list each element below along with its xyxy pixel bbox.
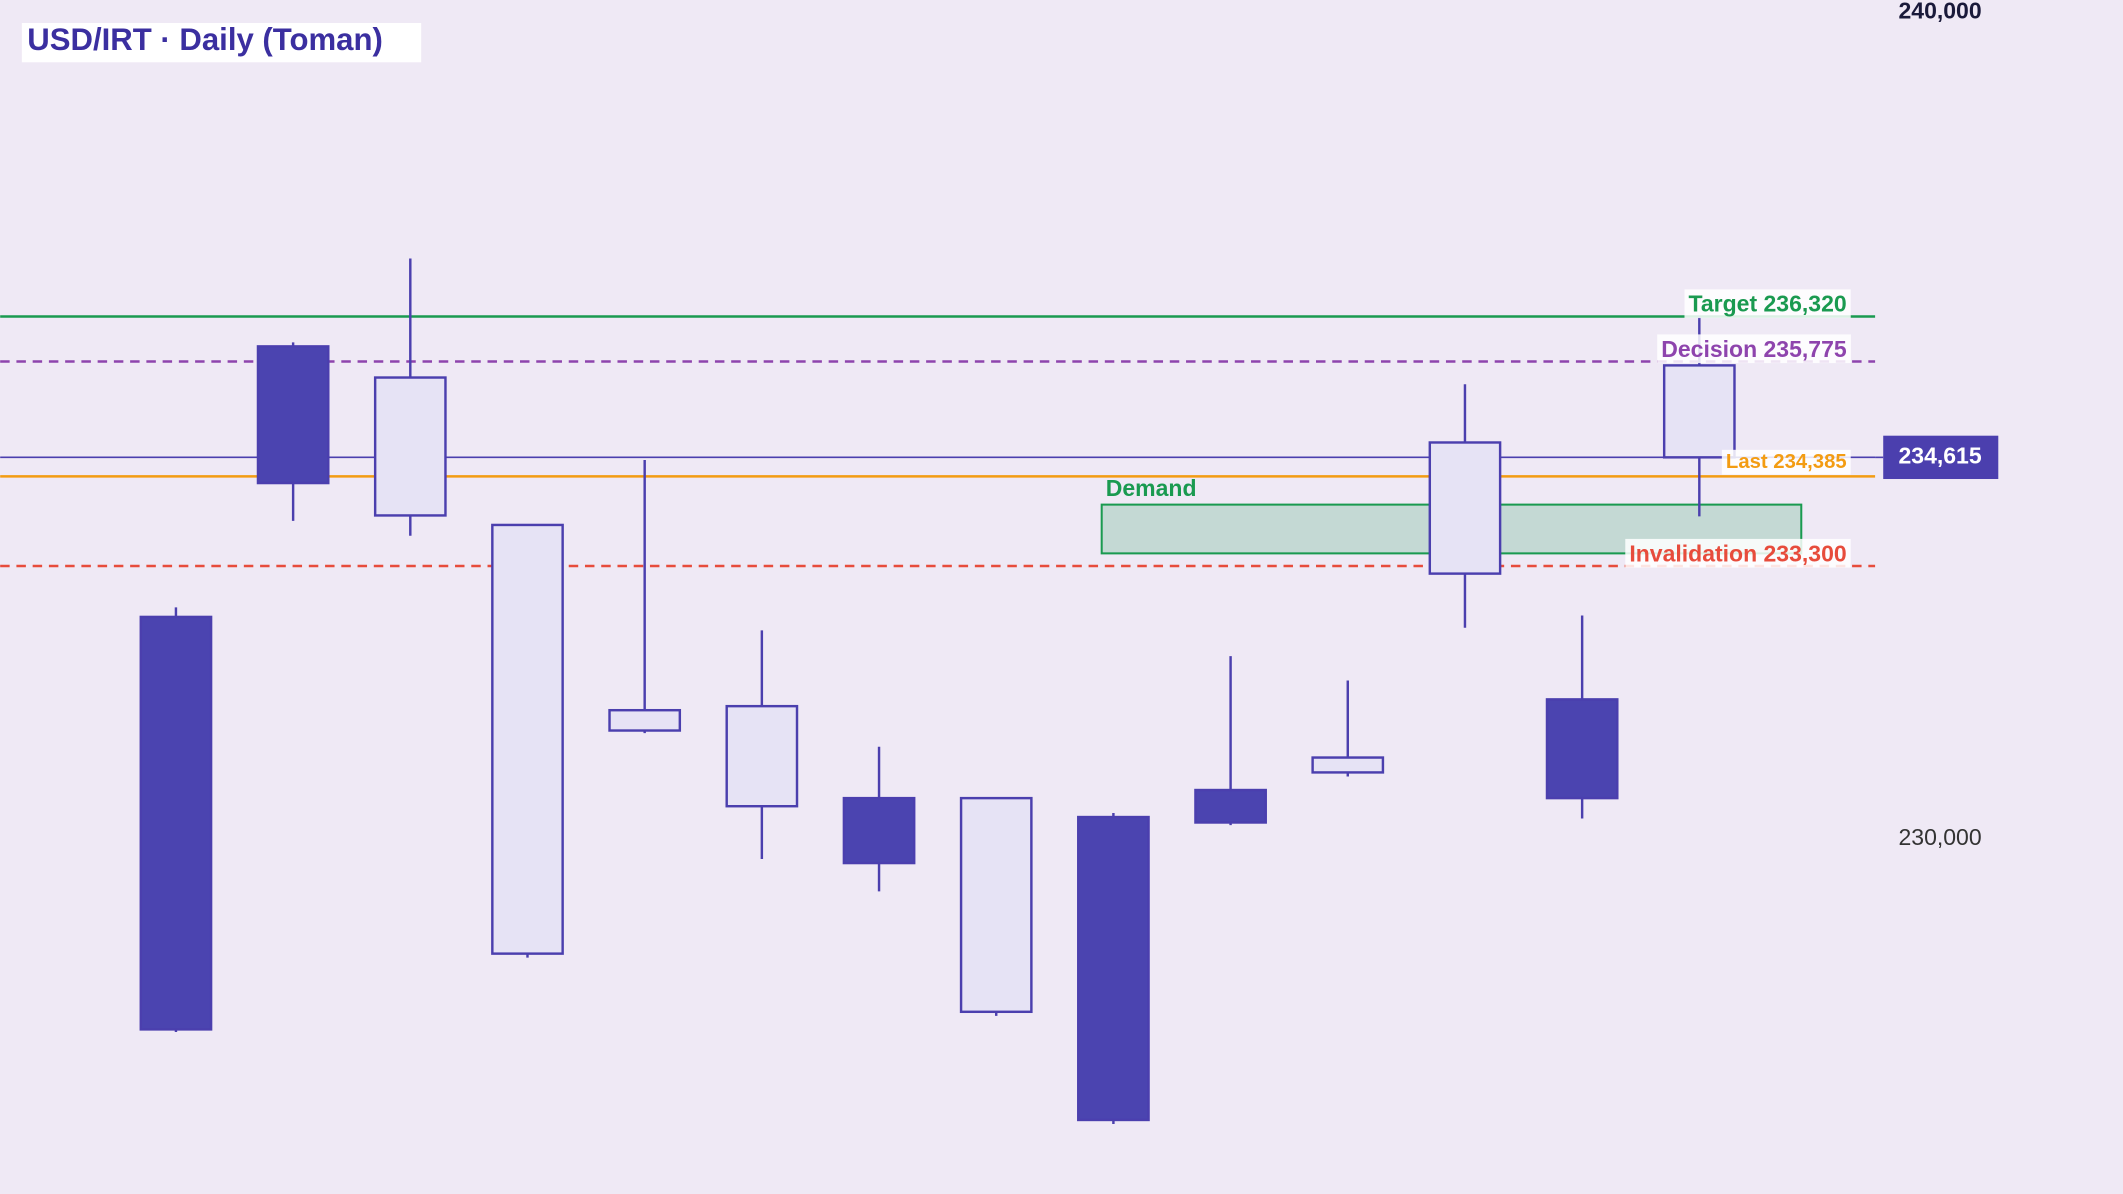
- level-label-bg: [1684, 289, 1851, 319]
- level-label-bg: [1657, 334, 1851, 364]
- level-label-bg: [1625, 538, 1851, 568]
- title-box: [21, 23, 422, 63]
- price-tag-label: 234,615: [1899, 442, 1982, 468]
- level-label-bg: [1721, 449, 1851, 475]
- chart-title: USD/IRT · Daily (Toman): [27, 22, 383, 57]
- candle-body: [842, 796, 916, 865]
- candle-body: [256, 345, 330, 485]
- zone-label: Demand: [1106, 475, 1197, 501]
- y-tick-label: 230,000: [1899, 824, 1982, 850]
- y-tick-label: 240,000: [1899, 0, 1982, 23]
- candle-body: [1077, 815, 1150, 1122]
- candle-body: [959, 796, 1033, 1014]
- candle-body: [139, 615, 213, 1031]
- price-tag-box: [1883, 435, 1999, 480]
- candle-body: [1545, 698, 1619, 800]
- candle-body: [608, 708, 682, 732]
- level-label: Invalidation 233,300: [1629, 540, 1846, 566]
- level-label: Decision 235,775: [1661, 336, 1847, 362]
- candle-body: [1662, 364, 1736, 459]
- candle-body: [1311, 756, 1385, 774]
- candle-body: [1194, 788, 1267, 824]
- candle-body: [373, 376, 447, 517]
- candle-body: [491, 523, 564, 955]
- candle-body: [725, 704, 799, 808]
- candle-body: [1428, 441, 1502, 575]
- level-label: Last 234,385: [1726, 451, 1847, 473]
- level-label: Target 236,320: [1689, 291, 1847, 317]
